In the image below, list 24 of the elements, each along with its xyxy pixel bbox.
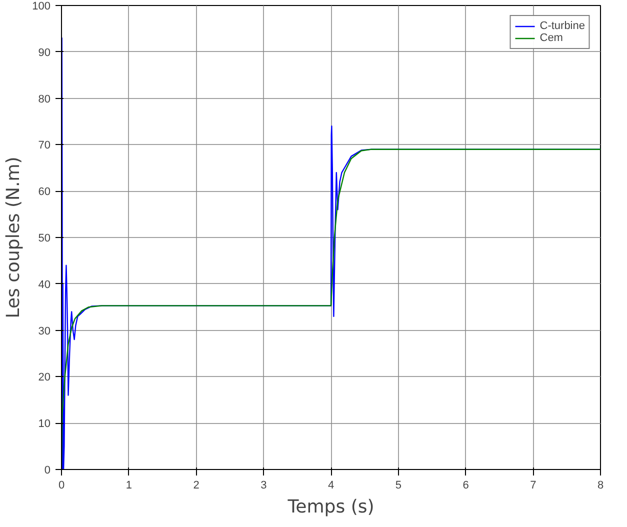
x-tick-label: 6 [462,480,469,492]
y-tick-label: 50 [38,232,51,244]
y-tick-label: 40 [38,278,51,291]
x-tick-label: 1 [126,480,132,492]
y-tick-label: 100 [32,0,51,12]
x-tick-label: 4 [328,480,334,492]
y-tick-label: 90 [38,46,51,59]
legend-label: C-turbine [540,20,585,32]
x-axis-title: Temps (s) [286,496,374,518]
y-tick-label: 70 [38,140,51,152]
y-tick-label: 80 [38,93,51,106]
y-tick-label: 0 [44,464,51,476]
x-tick-label: 7 [530,480,536,492]
y-axis-title: Les couples (N.m) [3,156,24,318]
y-tick-label: 30 [38,325,51,338]
x-tick-label: 3 [260,480,267,492]
y-tick-label: 10 [38,418,51,430]
y-tick-label: 60 [38,186,51,198]
legend-label: Cem [540,32,563,44]
x-tick-label: 8 [597,480,604,492]
x-tick-label: 2 [193,480,200,492]
x-tick-label: 5 [395,480,402,492]
x-tick-label: 0 [58,480,65,492]
y-tick-label: 20 [38,372,51,384]
